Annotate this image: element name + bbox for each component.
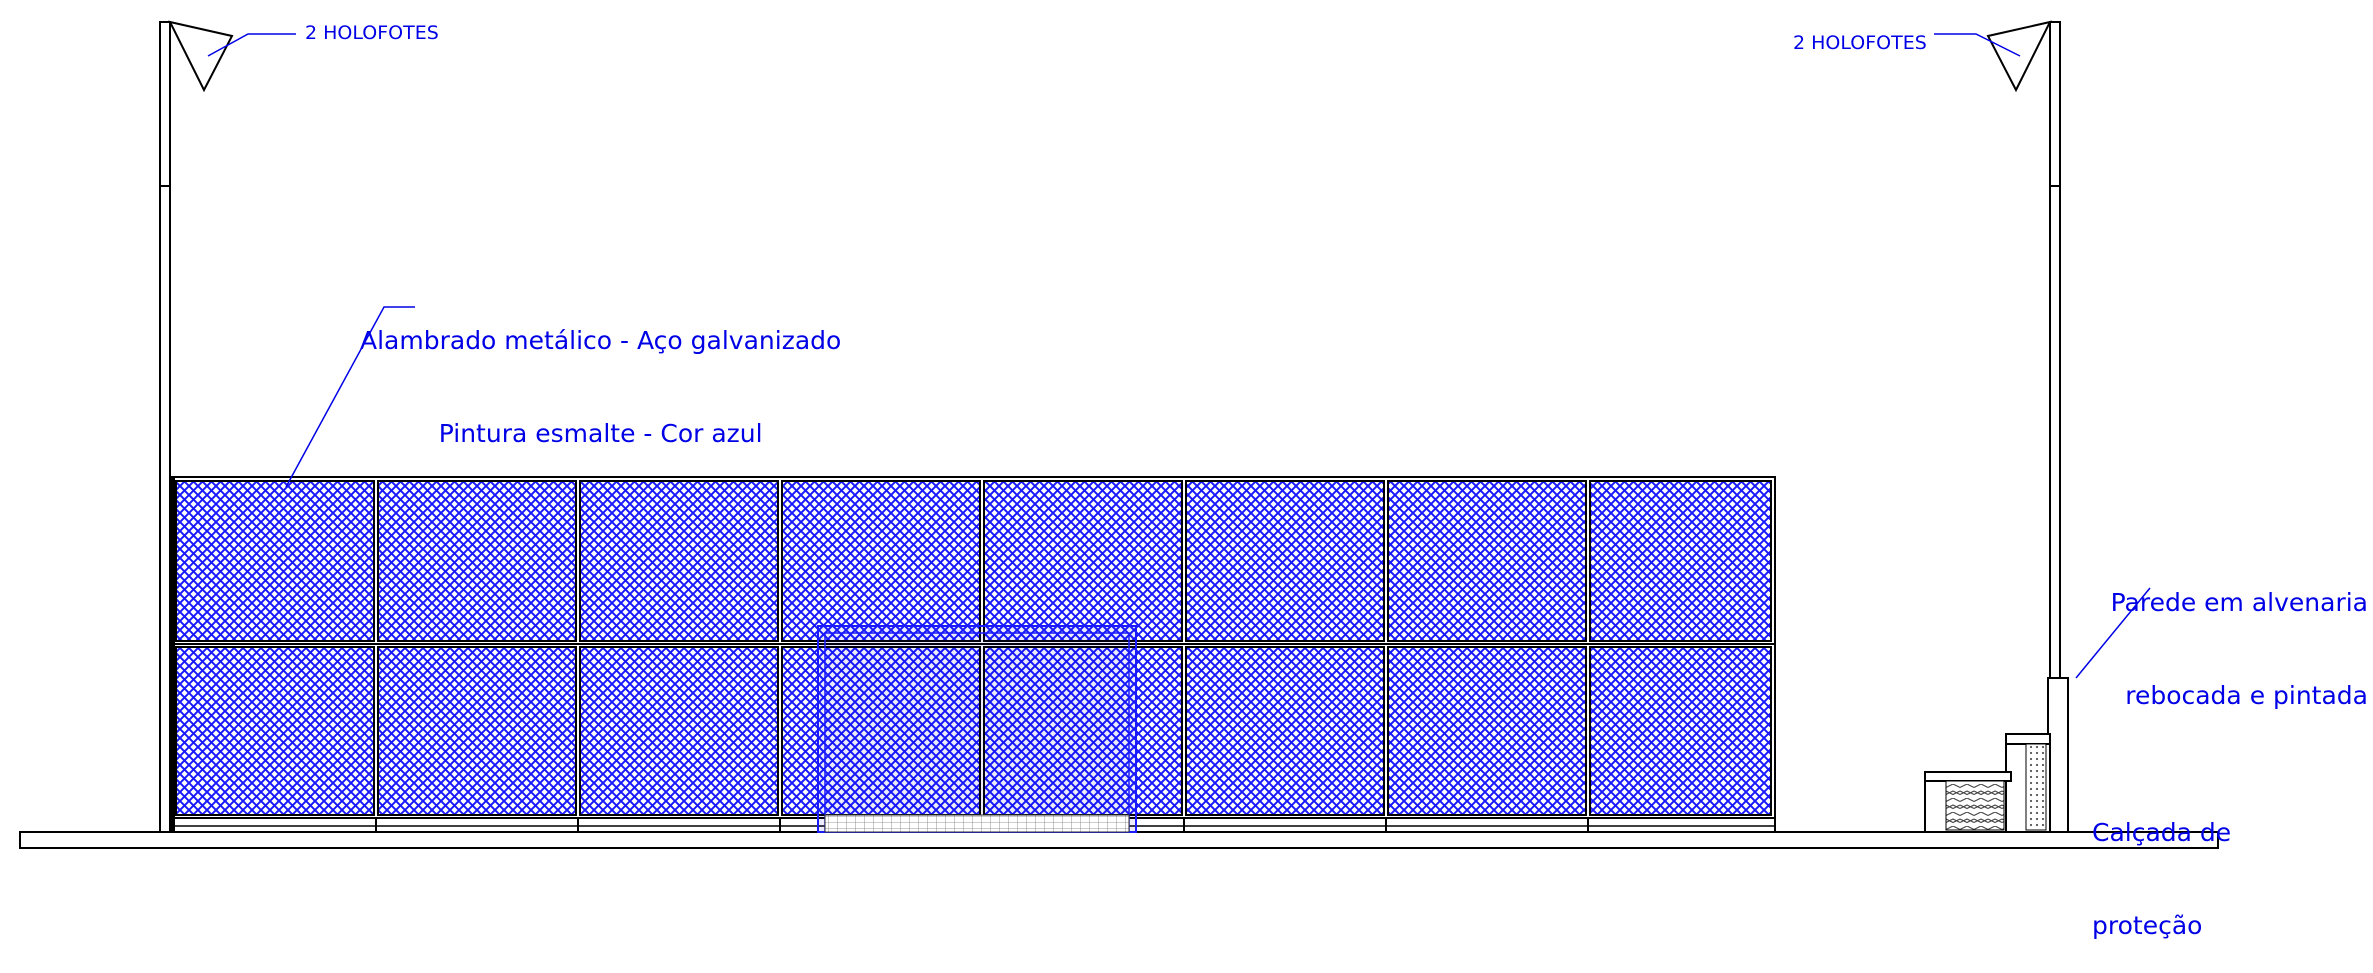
floodlights-right-label: 2 HOLOFOTES	[1793, 32, 1927, 54]
left-light-pole	[159, 21, 175, 833]
leader-fence	[285, 306, 415, 488]
goal-frame	[817, 625, 1137, 833]
leader-floodlights-left	[207, 33, 296, 57]
ground-slab	[19, 831, 2219, 849]
fence-annotation-line1: Alambrado metálico - Aço galvanizado	[360, 325, 842, 355]
fence-annotation-line2: Pintura esmalte - Cor azul	[438, 419, 763, 449]
sidewalk-annotation-line1: Calçada de	[2092, 817, 2232, 847]
wall-annotation-line2: rebocada e pintada	[2125, 681, 2368, 711]
leader-wall	[2075, 587, 2151, 679]
fence-annotation: Alambrado metálico - Aço galvanizado Pin…	[360, 262, 841, 481]
floodlights-left-label: 2 HOLOFOTES	[305, 22, 439, 44]
sidewalk-annotation-line2: proteção	[2092, 911, 2203, 941]
elevation-drawing	[19, 20, 2219, 849]
fence-mesh	[171, 476, 1776, 833]
left-floodlight-icon	[168, 20, 234, 93]
wall-annotation: Parede em alvenaria rebocada e pintada	[2111, 524, 2368, 743]
sidewalk-annotation: Calçada de proteção	[2092, 754, 2231, 973]
leader-floodlights-right	[1934, 33, 2021, 57]
right-light-pole	[2049, 21, 2061, 679]
sidewalk-steps	[1924, 733, 2051, 833]
wall-annotation-line1: Parede em alvenaria	[2110, 587, 2368, 617]
